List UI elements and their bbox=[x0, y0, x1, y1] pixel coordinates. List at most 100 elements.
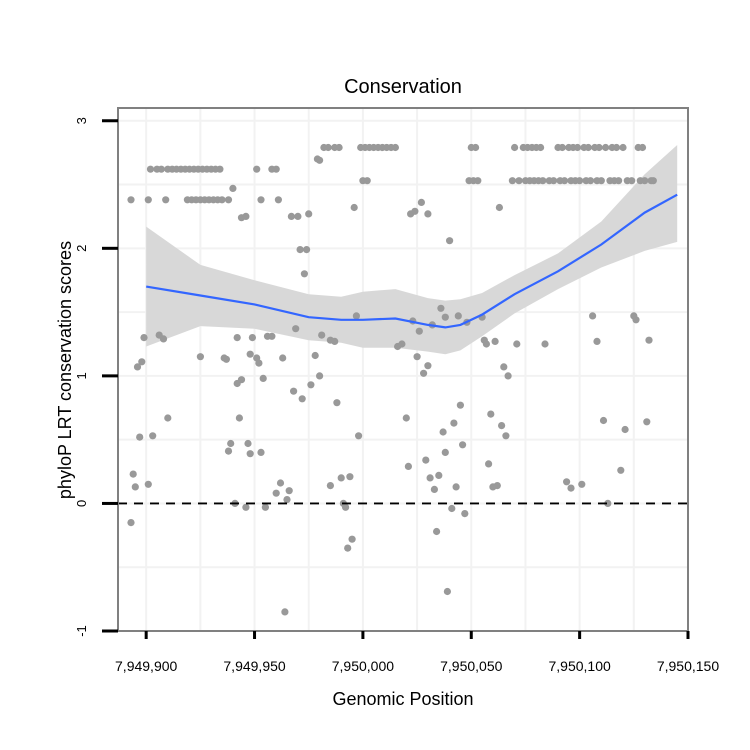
data-point bbox=[253, 165, 261, 173]
data-point bbox=[157, 165, 165, 173]
data-point bbox=[604, 499, 612, 507]
data-point bbox=[437, 304, 445, 312]
data-point bbox=[352, 312, 360, 320]
data-point bbox=[645, 336, 653, 344]
x-tick-label: 7,949,900 bbox=[115, 658, 177, 674]
data-point bbox=[500, 363, 508, 371]
data-point bbox=[495, 203, 503, 212]
data-point bbox=[456, 401, 464, 409]
data-point bbox=[398, 340, 406, 348]
data-point bbox=[318, 331, 326, 339]
data-point bbox=[550, 177, 558, 185]
data-point bbox=[641, 177, 649, 185]
data-point bbox=[224, 447, 233, 455]
data-point bbox=[292, 325, 300, 333]
data-point bbox=[446, 237, 454, 245]
data-point bbox=[272, 489, 280, 497]
data-point bbox=[615, 177, 623, 185]
data-point bbox=[422, 456, 430, 464]
data-point bbox=[235, 414, 243, 422]
data-point bbox=[285, 487, 293, 495]
data-point bbox=[335, 143, 343, 152]
data-point bbox=[461, 509, 469, 518]
data-point bbox=[459, 441, 467, 449]
data-point bbox=[504, 372, 512, 380]
x-tick-label: 7,950,050 bbox=[440, 658, 502, 674]
data-point bbox=[560, 177, 569, 185]
x-tick-label: 7,950,000 bbox=[332, 658, 394, 674]
data-point bbox=[508, 177, 516, 185]
data-point bbox=[287, 212, 295, 220]
data-point bbox=[628, 177, 636, 185]
data-point bbox=[510, 143, 519, 152]
data-point bbox=[441, 448, 449, 456]
data-point bbox=[643, 418, 651, 426]
data-point bbox=[216, 165, 224, 173]
data-point bbox=[498, 422, 506, 430]
data-point bbox=[573, 143, 582, 152]
data-point bbox=[138, 358, 146, 366]
data-point bbox=[448, 504, 456, 513]
data-point bbox=[599, 416, 608, 425]
data-point bbox=[233, 334, 241, 342]
x-axis: 7,949,900 7,949,950 7,950,000 7,950,050 7,95… bbox=[115, 631, 719, 674]
data-point bbox=[602, 143, 610, 152]
data-point bbox=[411, 207, 419, 215]
data-point bbox=[305, 210, 313, 218]
confidence-ribbon-layer bbox=[146, 145, 678, 355]
data-point bbox=[391, 143, 399, 152]
data-point bbox=[261, 503, 269, 511]
data-point bbox=[439, 428, 447, 436]
x-axis-label: Genomic Position bbox=[332, 689, 473, 709]
data-point bbox=[649, 177, 657, 185]
data-point bbox=[612, 143, 621, 152]
confidence-ribbon bbox=[146, 145, 678, 355]
data-point bbox=[584, 143, 592, 152]
data-point bbox=[589, 312, 597, 320]
data-point bbox=[424, 210, 432, 218]
data-point bbox=[567, 484, 575, 492]
data-point bbox=[363, 177, 371, 185]
panel-border bbox=[117, 107, 689, 632]
data-point bbox=[133, 363, 142, 371]
grid bbox=[118, 108, 689, 632]
data-point bbox=[482, 340, 490, 348]
data-point bbox=[146, 165, 155, 173]
y-axis: -1 0 1 2 3 bbox=[74, 117, 118, 637]
chart-title: Conservation bbox=[344, 76, 462, 98]
data-point bbox=[413, 353, 421, 361]
data-point bbox=[227, 439, 235, 448]
data-point bbox=[324, 143, 332, 152]
y-tick-label: -1 bbox=[74, 625, 89, 637]
data-point bbox=[268, 332, 276, 340]
data-point bbox=[279, 354, 287, 362]
data-point bbox=[443, 587, 451, 596]
points-layer bbox=[127, 143, 657, 616]
data-point bbox=[342, 503, 350, 511]
data-point bbox=[450, 419, 458, 427]
data-point bbox=[224, 196, 233, 204]
data-point bbox=[491, 337, 499, 345]
data-point bbox=[237, 376, 246, 384]
data-point bbox=[140, 334, 148, 342]
data-point bbox=[164, 414, 172, 422]
data-point bbox=[242, 503, 250, 511]
data-point bbox=[586, 177, 595, 185]
data-point bbox=[326, 482, 334, 490]
data-point bbox=[300, 270, 308, 278]
data-point bbox=[441, 313, 449, 321]
data-point bbox=[350, 203, 358, 212]
data-point bbox=[144, 480, 152, 488]
data-point bbox=[290, 387, 298, 395]
data-point bbox=[144, 196, 152, 204]
smooth-line-layer bbox=[146, 193, 678, 329]
data-point bbox=[272, 165, 280, 173]
data-point bbox=[515, 177, 523, 185]
data-point bbox=[597, 177, 605, 185]
data-point bbox=[578, 480, 586, 488]
data-point bbox=[276, 479, 285, 487]
data-point bbox=[539, 177, 547, 185]
data-point bbox=[333, 399, 341, 407]
data-point bbox=[196, 353, 204, 361]
data-point bbox=[307, 381, 315, 389]
